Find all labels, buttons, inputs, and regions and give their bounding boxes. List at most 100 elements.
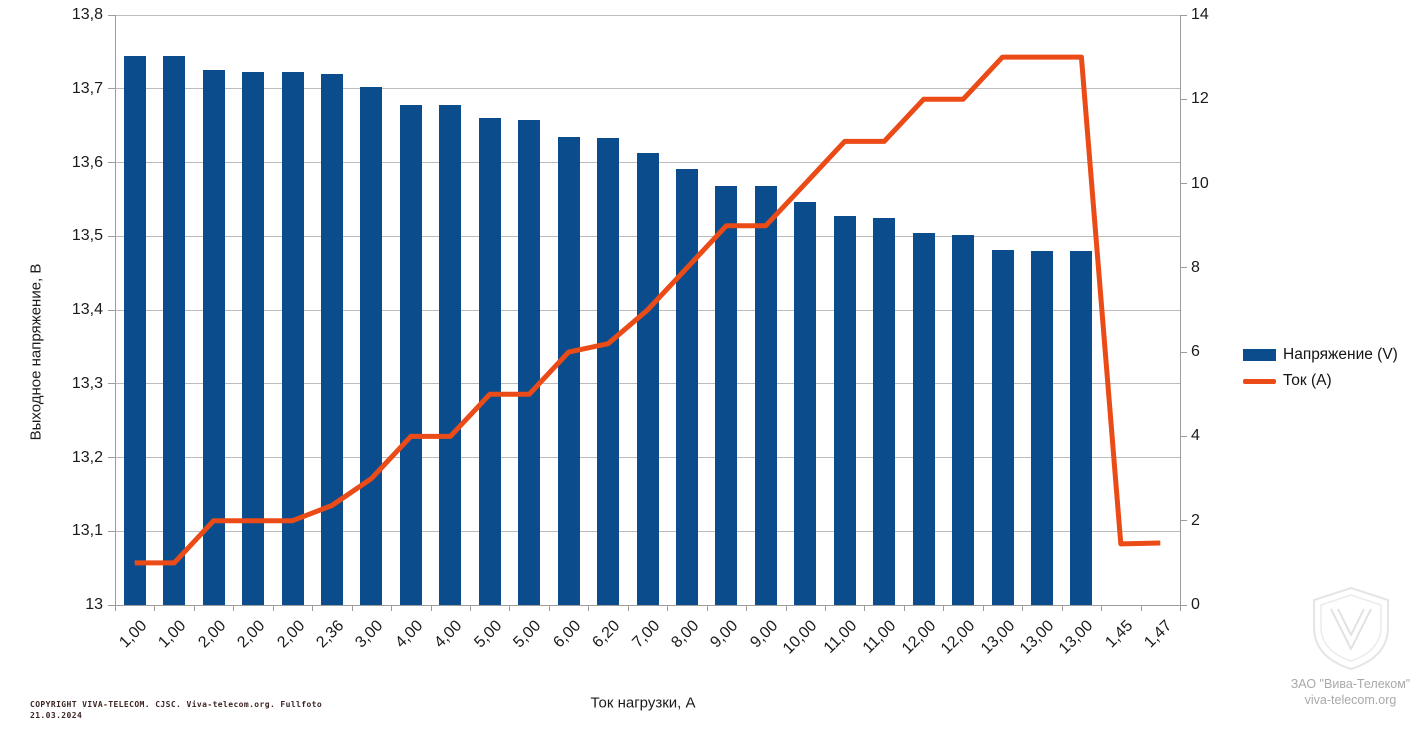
left-axis-tick <box>108 457 115 458</box>
viva-telecom-shield-icon <box>1312 586 1389 671</box>
x-axis-tick-label: 2,36 <box>313 617 348 652</box>
left-axis-tick <box>108 162 115 163</box>
x-axis-tick <box>746 605 748 611</box>
left-axis-tick-label: 13,2 <box>71 448 103 466</box>
right-axis-tick <box>1180 14 1187 16</box>
x-axis-tick-label: 1,00 <box>155 617 190 652</box>
x-axis-tick-label: 11,00 <box>859 617 900 657</box>
x-axis-tick-label: 13,00 <box>1016 617 1058 658</box>
left-axis-tick <box>108 309 115 311</box>
x-axis-tick <box>982 605 984 611</box>
voltage-bar <box>281 71 304 605</box>
x-axis-tick <box>1022 605 1024 611</box>
x-axis-tick <box>706 605 708 611</box>
right-axis-tick-label: 10 <box>1191 174 1209 192</box>
left-axis-tick-label: 13,7 <box>71 79 103 97</box>
x-axis-tick-label: 6,20 <box>589 617 624 652</box>
x-axis-tick <box>825 605 826 611</box>
x-axis-tick <box>312 605 314 611</box>
copyright-line1: COPYRIGHT VIVA-TELECOM. CJSC. Viva-telec… <box>30 700 323 709</box>
voltage-bar <box>320 74 343 605</box>
voltage-bar <box>794 201 817 605</box>
voltage-bar <box>439 104 462 605</box>
right-axis-tick <box>1180 435 1187 437</box>
voltage-bar <box>123 55 146 605</box>
x-axis-tick <box>864 605 866 611</box>
x-axis-tick-label: 12,00 <box>898 617 939 658</box>
copyright-text: COPYRIGHT VIVA-TELECOM. CJSC. Viva-telec… <box>30 699 322 721</box>
left-axis-tick-label: 13,1 <box>71 522 103 540</box>
x-axis-tick-label: 4,00 <box>431 617 466 652</box>
x-axis-tick-label: 3,00 <box>352 617 387 652</box>
voltage-bar <box>833 216 856 605</box>
x-axis-tick-label: 13,00 <box>1056 617 1097 658</box>
left-axis-title: Выходное напряжение, В <box>27 263 45 441</box>
voltage-bar <box>952 234 975 605</box>
x-axis-tick <box>272 605 274 611</box>
left-axis-tick-label: 13 <box>85 596 103 613</box>
x-axis-tick <box>351 605 353 611</box>
x-axis-line <box>115 605 1180 606</box>
x-axis-tick-label: 13,00 <box>977 617 1018 658</box>
x-axis-tick <box>154 605 156 611</box>
right-axis-tick <box>1180 267 1187 269</box>
legend-item-current: Ток (А) <box>1243 368 1398 394</box>
x-axis-tick <box>233 605 235 611</box>
right-axis-tick-label: 2 <box>1191 511 1200 529</box>
x-axis-tick-label: 10,00 <box>780 617 821 658</box>
voltage-bar <box>399 104 422 605</box>
voltage-bar <box>636 152 659 605</box>
right-axis-tick <box>1180 98 1187 100</box>
right-axis-tick <box>1180 351 1187 353</box>
voltage-bar <box>754 186 777 605</box>
x-axis-tick-label: 6,00 <box>549 617 584 652</box>
x-axis-tick-label: 5,00 <box>470 617 506 652</box>
voltage-bar <box>597 138 620 605</box>
right-axis-tick-label: 4 <box>1191 427 1200 445</box>
x-axis-tick <box>430 605 432 611</box>
right-axis-tick-label: 12 <box>1191 90 1209 108</box>
x-axis-tick <box>1101 605 1103 611</box>
x-axis-tick-label: 1,45 <box>1102 617 1137 652</box>
x-axis-tick <box>391 605 393 611</box>
x-axis-tick <box>627 605 629 611</box>
voltage-bar <box>675 169 698 605</box>
x-axis-tick <box>943 605 945 611</box>
left-axis-tick <box>108 604 115 606</box>
x-axis-tick <box>588 605 590 611</box>
watermark-site: viva-telecom.org <box>1304 693 1397 707</box>
left-axis-tick-label: 13,6 <box>71 153 103 171</box>
x-axis-tick-label: 1,47 <box>1141 617 1176 652</box>
x-axis-tick <box>1140 605 1142 611</box>
x-axis-tick <box>903 605 905 611</box>
x-axis-tick-label: 9,00 <box>707 617 742 652</box>
voltage-bar <box>1030 251 1053 605</box>
x-axis-tick-label: 1,00 <box>115 617 151 652</box>
voltage-bar <box>360 87 383 605</box>
right-axis-tick <box>1180 183 1187 185</box>
legend-item-voltage: Напряжение (V) <box>1243 342 1398 368</box>
x-axis-tick <box>509 605 511 611</box>
x-axis-tick-label: 2,00 <box>273 617 308 652</box>
left-axis-tick <box>108 383 115 385</box>
current-swatch-icon <box>1243 378 1276 384</box>
voltage-swatch-icon <box>1243 349 1276 361</box>
left-axis-tick-label: 13,8 <box>71 6 103 23</box>
gridline <box>115 88 1180 90</box>
voltage-bar <box>557 136 580 605</box>
voltage-bar <box>478 118 501 605</box>
right-axis-tick-label: 6 <box>1191 343 1200 361</box>
x-axis-tick-label: 2,00 <box>194 617 229 652</box>
left-axis-tick-label: 13,5 <box>71 227 103 245</box>
right-axis-tick-label: 0 <box>1191 596 1200 613</box>
voltage-bar <box>1070 251 1093 605</box>
legend: Напряжение (V) Ток (А) <box>1243 342 1398 394</box>
left-axis-line <box>115 15 116 611</box>
x-axis-tick <box>193 605 195 611</box>
x-axis-tick <box>548 605 550 611</box>
legend-label-current: Ток (А) <box>1283 372 1332 389</box>
voltage-bar <box>202 70 225 605</box>
watermark: ЗАО "Вива-Телеком" viva-telecom.org <box>1280 585 1421 707</box>
right-axis-tick-label: 14 <box>1191 6 1209 23</box>
